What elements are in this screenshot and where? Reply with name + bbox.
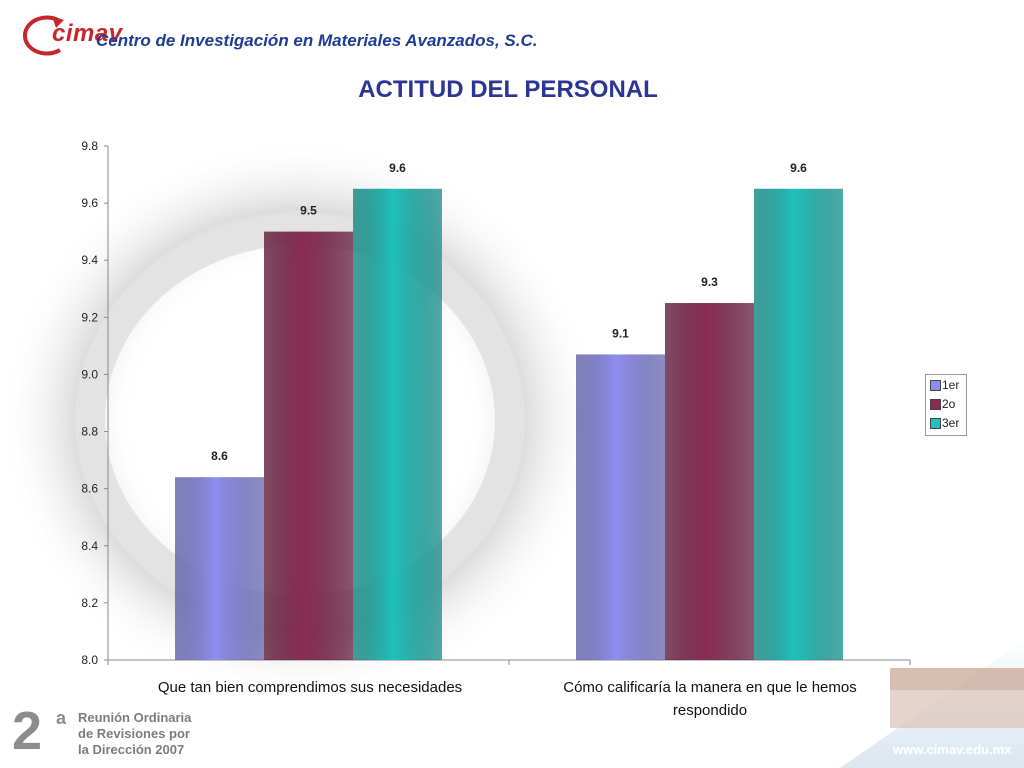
bar-fill-3er-cat1 <box>353 188 442 661</box>
y-tick-label: 8.6 <box>81 482 98 496</box>
data-label: 9.6 <box>389 161 406 175</box>
footer-url: www.cimav.edu.mx <box>893 742 1012 757</box>
chart-legend: 1er 2o 3er <box>925 374 967 436</box>
y-tick-label: 9.0 <box>81 367 98 381</box>
data-label: 9.1 <box>612 326 629 340</box>
legend-swatch-1er <box>930 380 941 391</box>
bar-fill-2o-cat1 <box>264 231 353 660</box>
legend-swatch-2o <box>930 399 941 410</box>
y-tick-label: 9.4 <box>81 253 98 267</box>
edition-suffix: a <box>56 708 67 728</box>
y-tick-label: 8.2 <box>81 596 98 610</box>
bar-fill-2o-cat2 <box>665 303 754 660</box>
data-label: 9.5 <box>300 204 317 218</box>
bar-fill-3er-cat2 <box>754 188 843 661</box>
org-name: Centro de Investigación en Materiales Av… <box>96 31 538 50</box>
y-tick-label: 8.4 <box>81 539 98 553</box>
cimav-logo-icon <box>22 15 64 56</box>
footer-line-1: Reunión Ordinaria <box>78 710 192 725</box>
header: cimav Centro de Investigación en Materia… <box>0 0 1024 62</box>
edition-number: 2 <box>12 701 43 761</box>
y-tick-label: 9.6 <box>81 196 98 210</box>
y-tick-label: 9.8 <box>81 139 98 153</box>
bar-fill-1er-cat1 <box>175 477 264 660</box>
y-tick-label: 8.8 <box>81 425 98 439</box>
x-category-label: Cómo calificaría la manera en que le hem… <box>563 679 857 719</box>
data-label: 9.6 <box>790 161 807 175</box>
logo-text: cimav <box>52 20 123 47</box>
legend-label: 3er <box>942 416 960 430</box>
y-tick-label: 8.0 <box>81 653 98 667</box>
x-category-label: Que tan bien comprendimos sus necesidade… <box>157 679 463 696</box>
bar-fill-1er-cat2 <box>576 354 665 660</box>
data-label: 8.6 <box>211 449 228 463</box>
building-icon <box>890 668 1024 728</box>
legend-swatch-3er <box>930 418 941 429</box>
legend-label: 2o <box>942 397 956 411</box>
footer-line-2: de Revisiones por <box>78 726 190 741</box>
chart-title: ACTITUD DEL PERSONAL <box>358 76 658 103</box>
y-tick-label: 9.2 <box>81 310 98 324</box>
legend-label: 1er <box>942 378 960 392</box>
footer-line-3: la Dirección 2007 <box>78 742 185 757</box>
data-label: 9.3 <box>701 275 718 289</box>
